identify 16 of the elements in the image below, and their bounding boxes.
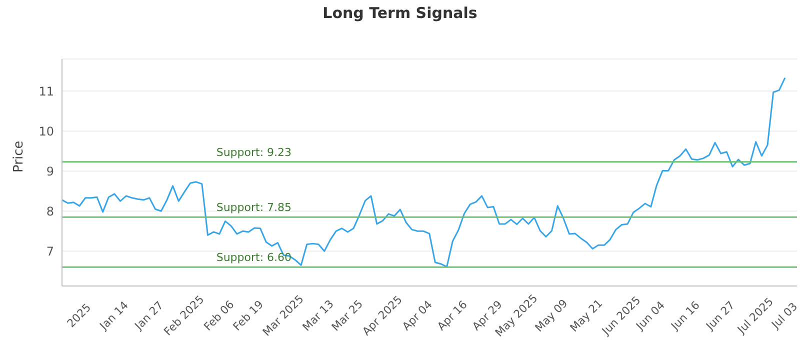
- line-series: [61, 77, 786, 268]
- x-tick-label: Apr 16: [434, 298, 470, 334]
- x-tick-label: Jan 14: [96, 298, 131, 334]
- y-tick-label: 11: [38, 84, 54, 98]
- ref-line-label: Support: 9.23: [216, 146, 292, 159]
- x-tick-label: Jun 16: [668, 298, 702, 334]
- y-tick-label: 8: [46, 204, 54, 218]
- y-tick-label: 9: [46, 164, 54, 178]
- chart-title: Long Term Signals: [322, 4, 478, 24]
- y-axis-title: Price: [12, 140, 27, 172]
- x-tick-label: Apr 04: [400, 298, 435, 334]
- y-tick-label: 10: [38, 124, 54, 138]
- ref-line-label: Support: 6.60: [216, 251, 292, 264]
- x-tick-label: Jun 27: [702, 298, 738, 334]
- ref-line-label: Support: 7.85: [216, 201, 292, 214]
- y-tick-label: 7: [46, 244, 54, 258]
